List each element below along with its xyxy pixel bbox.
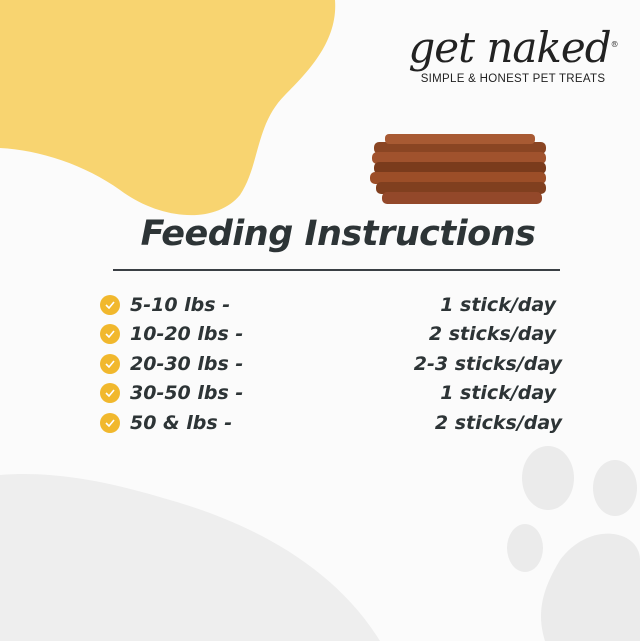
list-item: 5-10 lbs - 1 stick/day — [100, 290, 562, 320]
daily-amount: 2 sticks/day — [434, 411, 562, 434]
registered-mark: ® — [610, 40, 619, 49]
daily-amount: 1 stick/day — [440, 293, 556, 316]
yellow-blob — [0, 0, 336, 216]
check-circle-icon — [100, 294, 120, 315]
dental-sticks-image — [370, 134, 546, 204]
daily-amount: 2 sticks/day — [428, 323, 556, 346]
weight-range: 20-30 lbs - — [130, 352, 244, 375]
check-circle-icon — [100, 412, 120, 433]
weight-range: 5-10 lbs - — [130, 293, 231, 316]
feeding-list: 5-10 lbs - 1 stick/day 10-20 lbs - 2 sti… — [100, 290, 562, 438]
check-circle-icon — [100, 383, 120, 404]
paw-print-icon — [507, 446, 640, 641]
list-item: 10-20 lbs - 2 sticks/day — [100, 320, 562, 350]
page-title: Feeding Instructions — [140, 214, 536, 254]
list-item: 20-30 lbs - 2-3 sticks/day — [100, 349, 562, 379]
weight-range: 10-20 lbs - — [130, 323, 244, 346]
brand-logo: get naked® SIMPLE & HONEST PET TREATS — [408, 22, 619, 86]
check-circle-icon — [100, 353, 120, 374]
check-circle-icon — [100, 324, 120, 345]
weight-range: 30-50 lbs - — [130, 382, 244, 405]
list-item: 50 & lbs - 2 sticks/day — [100, 408, 562, 438]
weight-range: 50 & lbs - — [130, 411, 233, 434]
gray-blob — [0, 474, 380, 641]
title-divider — [113, 269, 560, 271]
brand-tagline: SIMPLE & HONEST PET TREATS — [420, 73, 606, 85]
daily-amount: 1 stick/day — [440, 382, 556, 405]
brand-name: get naked — [408, 23, 611, 72]
list-item: 30-50 lbs - 1 stick/day — [100, 379, 562, 409]
daily-amount: 2-3 sticks/day — [413, 352, 562, 375]
